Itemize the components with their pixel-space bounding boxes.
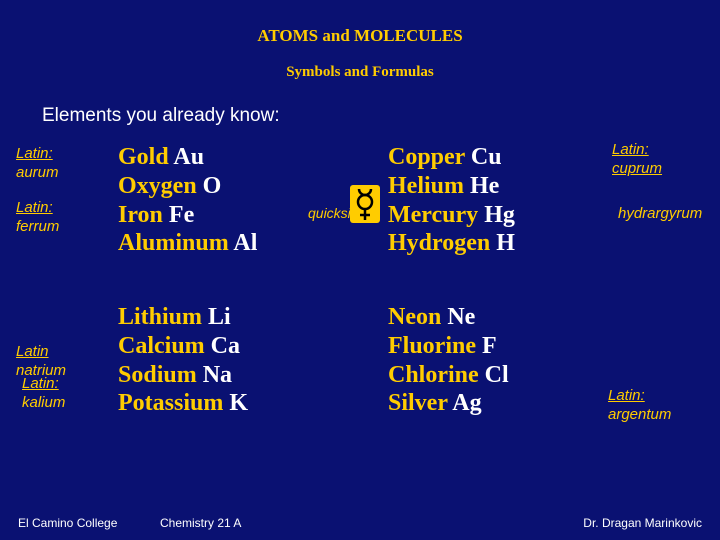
element-symbol: F bbox=[482, 333, 497, 359]
element-symbol: Al bbox=[233, 230, 257, 256]
latin-label: Latin: bbox=[22, 375, 59, 392]
element-name: Neon bbox=[388, 304, 447, 330]
latin-label: Latin: bbox=[612, 141, 649, 158]
latin-note-aurum: Latin: aurum bbox=[16, 145, 59, 183]
element-symbol: Fe bbox=[169, 202, 194, 228]
latin-name: hydrargyrum bbox=[618, 205, 702, 222]
element-name: Helium bbox=[388, 173, 470, 199]
latin-name: argentum bbox=[608, 406, 671, 423]
element-name: Calcium bbox=[118, 333, 211, 359]
element-row: Hydrogen H bbox=[388, 229, 515, 258]
element-row: Neon Ne bbox=[388, 303, 509, 332]
latin-note-cuprum: Latin: cuprum bbox=[612, 141, 662, 179]
element-row: Aluminum Al bbox=[118, 229, 257, 258]
element-name: Gold bbox=[118, 144, 173, 170]
mercury-symbol-icon bbox=[350, 185, 380, 223]
element-symbol: Cl bbox=[485, 362, 509, 388]
element-row: Potassium K bbox=[118, 389, 248, 418]
element-row: Calcium Ca bbox=[118, 332, 248, 361]
element-symbol: O bbox=[203, 173, 222, 199]
element-row: Helium He bbox=[388, 172, 515, 201]
latin-name: kalium bbox=[22, 394, 65, 411]
element-name: Hydrogen bbox=[388, 230, 496, 256]
intro-text: Elements you already know: bbox=[0, 81, 720, 127]
footer-left: El Camino College bbox=[18, 516, 117, 530]
latin-name: cuprum bbox=[612, 160, 662, 177]
element-row: Fluorine F bbox=[388, 332, 509, 361]
element-name: Chlorine bbox=[388, 362, 485, 388]
latin-name: aurum bbox=[16, 164, 59, 181]
latin-note-argentum: Latin: argentum bbox=[608, 387, 671, 425]
element-symbol: H bbox=[496, 230, 515, 256]
element-symbol: Ag bbox=[452, 390, 481, 416]
latin-label: Latin: bbox=[16, 199, 53, 216]
element-symbol: Ne bbox=[447, 304, 475, 330]
element-row: Mercury Hg bbox=[388, 201, 515, 230]
latin-note-hydrargyrum: hydrargyrum bbox=[618, 205, 702, 224]
element-symbol: He bbox=[470, 173, 499, 199]
footer-right: Dr. Dragan Marinkovic bbox=[583, 516, 702, 530]
slide-title: ATOMS and MOLECULES bbox=[0, 0, 720, 46]
element-symbol: Li bbox=[208, 304, 231, 330]
slide-subtitle: Symbols and Formulas bbox=[0, 46, 720, 81]
element-symbol: Au bbox=[173, 144, 204, 170]
element-symbol: Ca bbox=[211, 333, 240, 359]
element-name: Potassium bbox=[118, 390, 229, 416]
element-name: Aluminum bbox=[118, 230, 233, 256]
element-row: Oxygen O bbox=[118, 172, 257, 201]
latin-label: Latin: bbox=[16, 145, 53, 162]
element-row: Chlorine Cl bbox=[388, 361, 509, 390]
element-name: Fluorine bbox=[388, 333, 482, 359]
element-name: Copper bbox=[388, 144, 471, 170]
element-name: Sodium bbox=[118, 362, 203, 388]
element-block-col1-top: Gold AuOxygen OIron FeAluminum Al bbox=[118, 143, 257, 258]
element-block-col1-bot: Lithium LiCalcium CaSodium NaPotassium K bbox=[118, 303, 248, 418]
element-row: Iron Fe bbox=[118, 201, 257, 230]
element-name: Lithium bbox=[118, 304, 208, 330]
content-area: Latin: aurum Latin: ferrum Latin natrium… bbox=[0, 127, 720, 497]
latin-label: Latin bbox=[16, 343, 49, 360]
element-symbol: Cu bbox=[471, 144, 502, 170]
element-row: Gold Au bbox=[118, 143, 257, 172]
latin-note-ferrum: Latin: ferrum bbox=[16, 199, 59, 237]
latin-name: ferrum bbox=[16, 218, 59, 235]
footer-center: Chemistry 21 A bbox=[160, 516, 241, 530]
element-name: Iron bbox=[118, 202, 169, 228]
element-name: Mercury bbox=[388, 202, 484, 228]
element-block-col2-bot: Neon NeFluorine FChlorine ClSilver Ag bbox=[388, 303, 509, 418]
element-row: Silver Ag bbox=[388, 389, 509, 418]
element-block-col2-top: Copper CuHelium HeMercury HgHydrogen H bbox=[388, 143, 515, 258]
element-name: Silver bbox=[388, 390, 452, 416]
element-row: Sodium Na bbox=[118, 361, 248, 390]
element-row: Lithium Li bbox=[118, 303, 248, 332]
element-symbol: Na bbox=[203, 362, 232, 388]
element-symbol: K bbox=[229, 390, 248, 416]
element-symbol: Hg bbox=[484, 202, 515, 228]
element-name: Oxygen bbox=[118, 173, 203, 199]
latin-label: Latin: bbox=[608, 387, 645, 404]
latin-note-kalium: Latin: kalium bbox=[22, 375, 65, 413]
element-row: Copper Cu bbox=[388, 143, 515, 172]
